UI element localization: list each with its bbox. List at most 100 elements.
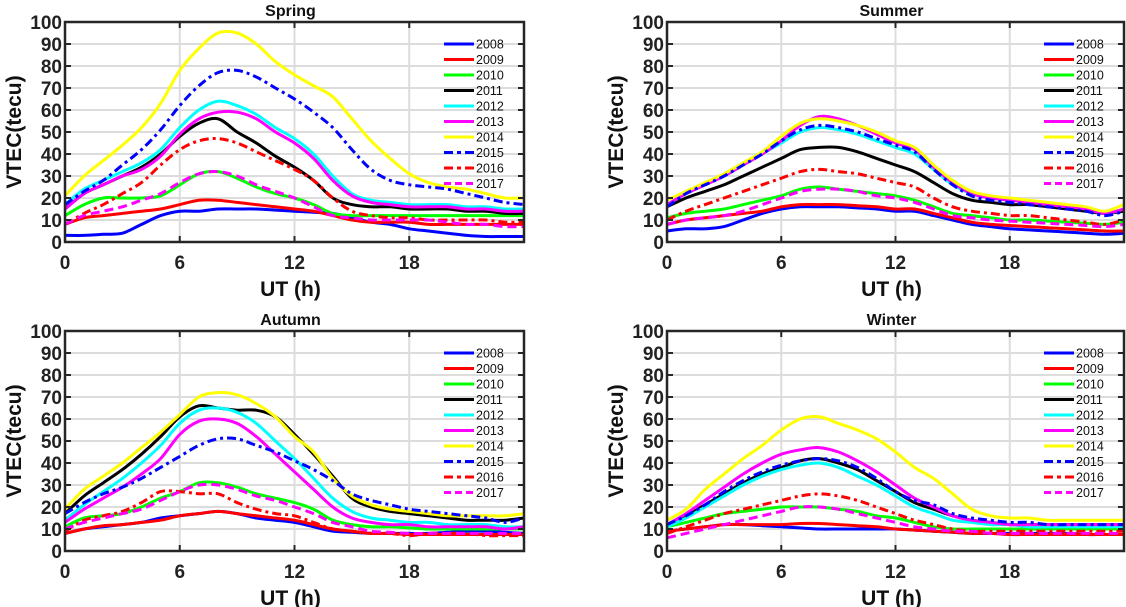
x-tick-label: 18 [999,253,1020,274]
y-tick-label: 90 [643,344,664,365]
legend-item-2010: 2010 [444,69,504,83]
legend-item-2014: 2014 [1044,440,1104,454]
legend-item-2009: 2009 [1044,362,1104,376]
series-line-2014 [667,415,1124,522]
legend-label: 2014 [1076,131,1104,145]
legend-item-2017: 2017 [444,177,504,191]
y-tick-label: 50 [643,432,664,453]
legend-label: 2017 [1076,486,1104,500]
series-group [667,415,1124,540]
x-axis-label: UT (h) [260,587,321,607]
legend-label: 2016 [1076,471,1104,485]
series-line-2013 [65,109,524,213]
y-tick-label: 70 [643,388,664,409]
y-tick-label: 40 [643,454,664,475]
y-tick-label: 80 [41,57,62,78]
series-line-2011 [65,116,524,216]
x-tick-label: 18 [399,253,420,274]
x-tick-label: 12 [284,562,305,583]
series-line-2013 [65,417,524,531]
legend-item-2011: 2011 [1044,393,1103,407]
legend-label: 2008 [476,347,504,361]
legend-item-2009: 2009 [444,53,504,67]
y-tick-label: 0 [653,542,664,563]
series-line-2014 [65,391,524,518]
y-tick-label: 50 [41,432,62,453]
legend-label: 2012 [1076,409,1104,423]
legend-item-2016: 2016 [1044,162,1104,176]
legend-item-2012: 2012 [1044,100,1104,114]
legend-item-2016: 2016 [444,471,504,485]
y-tick-label: 30 [643,476,664,497]
y-tick-label: 70 [643,79,664,100]
series-line-2016 [65,489,524,538]
y-tick-label: 10 [643,520,664,541]
legend-item-2015: 2015 [444,455,504,469]
legend-label: 2011 [476,84,503,98]
legend-label: 2011 [1076,84,1103,98]
panel-title: Winter [867,312,917,329]
series-line-2017 [667,187,1124,229]
y-tick-label: 40 [41,145,62,166]
legend-label: 2017 [1076,177,1104,191]
legend-item-2014: 2014 [1044,131,1104,145]
x-tick-label: 18 [399,562,420,583]
x-axis-label: UT (h) [861,587,922,607]
panel-title: Summer [859,3,923,20]
legend-item-2009: 2009 [444,362,504,376]
legend-label: 2016 [476,471,504,485]
legend-label: 2009 [1076,53,1104,67]
series-group [65,29,524,239]
y-tick-label: 60 [41,101,62,122]
x-tick-label: 6 [776,562,787,583]
legend-item-2017: 2017 [1044,177,1104,191]
x-axis-label: UT (h) [861,278,922,301]
legend-item-2012: 2012 [444,100,504,114]
series-line-2009 [667,202,1124,233]
legend-item-2013: 2013 [444,115,504,129]
x-axis-label: UT (h) [260,278,321,301]
legend-item-2009: 2009 [1044,53,1104,67]
legend-label: 2010 [1076,378,1104,392]
series-line-2016 [667,492,1124,535]
series-line-2012 [65,406,524,529]
legend-item-2013: 2013 [1044,424,1104,438]
y-tick-label: 10 [41,211,62,232]
y-tick-label: 70 [41,79,62,100]
y-axis-label: VTEC(tecu) [3,384,26,497]
y-tick-label: 80 [41,366,62,387]
x-tick-label: 0 [60,562,71,583]
series-line-2009 [65,198,524,227]
legend-label: 2013 [476,424,504,438]
legend-label: 2015 [1076,146,1104,160]
x-tick-label: 0 [60,253,71,274]
x-tick-label: 6 [174,562,185,583]
y-tick-label: 60 [41,410,62,431]
y-tick-label: 30 [643,167,664,188]
legend-item-2008: 2008 [1044,347,1104,361]
legend-label: 2017 [476,177,504,191]
series-line-2008 [667,205,1124,236]
legend-label: 2015 [476,146,504,160]
legend-label: 2017 [476,486,504,500]
panel-title: Autumn [260,312,320,329]
legend-item-2010: 2010 [1044,378,1104,392]
legend-item-2008: 2008 [1044,38,1104,52]
x-tick-label: 12 [885,562,906,583]
y-tick-label: 60 [643,410,664,431]
legend-item-2010: 2010 [1044,69,1104,83]
y-tick-label: 80 [643,57,664,78]
legend-item-2014: 2014 [444,131,504,145]
y-tick-label: 20 [41,189,62,210]
series-line-2016 [65,137,524,226]
y-tick-label: 90 [41,35,62,56]
legend-item-2015: 2015 [1044,146,1104,160]
series-line-2010 [667,185,1124,226]
